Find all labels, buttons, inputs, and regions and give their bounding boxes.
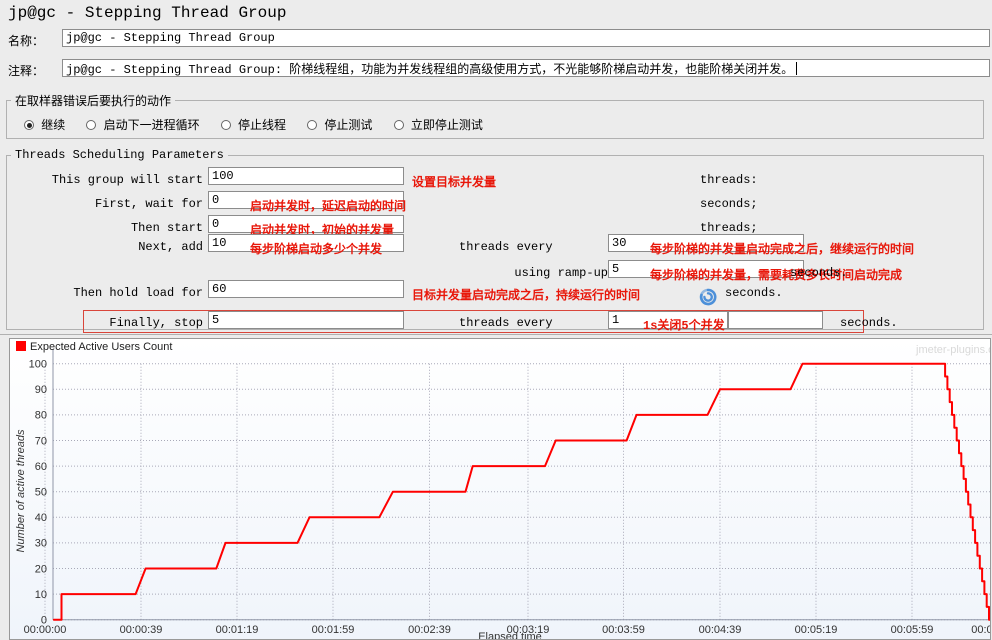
svg-text:00:06: 00:06 <box>971 624 991 636</box>
svg-text:Expected Active Users Count: Expected Active Users Count <box>30 341 172 353</box>
svg-text:00:01:59: 00:01:59 <box>312 624 355 636</box>
svg-text:00:05:59: 00:05:59 <box>891 624 934 636</box>
svg-text:00:03:59: 00:03:59 <box>602 624 645 636</box>
svg-text:Elapsed time: Elapsed time <box>478 631 542 640</box>
svg-text:00:02:39: 00:02:39 <box>408 624 451 636</box>
svg-text:00:05:19: 00:05:19 <box>795 624 838 636</box>
svg-text:00:00:39: 00:00:39 <box>120 624 163 636</box>
svg-text:00:01:19: 00:01:19 <box>216 624 259 636</box>
svg-text:jmeter-plugins.org: jmeter-plugins.org <box>915 344 991 356</box>
svg-text:90: 90 <box>35 384 47 396</box>
svg-text:20: 20 <box>35 563 47 575</box>
svg-text:30: 30 <box>35 538 47 550</box>
svg-text:Number of active threads: Number of active threads <box>15 429 27 552</box>
svg-text:00:04:39: 00:04:39 <box>699 624 742 636</box>
svg-text:10: 10 <box>35 589 47 601</box>
svg-text:40: 40 <box>35 512 47 524</box>
svg-text:80: 80 <box>35 410 47 422</box>
svg-text:100: 100 <box>29 359 47 371</box>
svg-text:60: 60 <box>35 461 47 473</box>
svg-text:00:00:00: 00:00:00 <box>24 624 67 636</box>
svg-text:70: 70 <box>35 435 47 447</box>
svg-text:50: 50 <box>35 487 47 499</box>
